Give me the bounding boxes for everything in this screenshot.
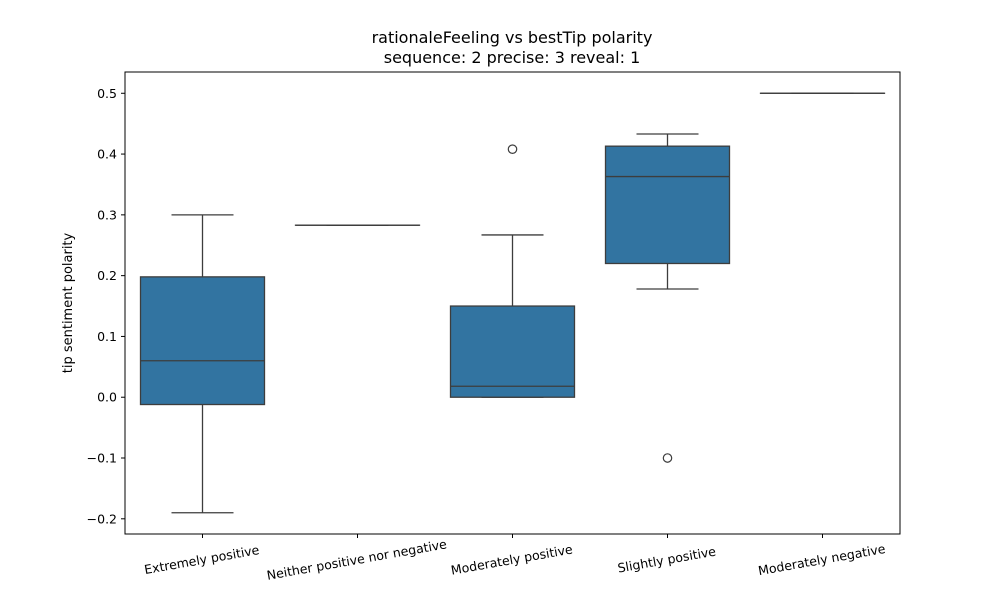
- box-body: [449, 305, 576, 398]
- box-body: [139, 276, 266, 406]
- x-tick-label: Neither positive nor negative: [266, 536, 449, 583]
- y-axis: −0.2 −0.1 0.0 0.1 0.2 0.3 0.4 0.5: [87, 86, 125, 526]
- x-tick-label: Moderately negative: [757, 541, 887, 578]
- plot-area: [139, 92, 886, 514]
- x-tick-label: Extremely positive: [143, 542, 261, 577]
- y-axis-label: tip sentiment polarity: [61, 232, 76, 373]
- box-3: [604, 133, 731, 463]
- box-0: [139, 214, 266, 514]
- box-2: [449, 144, 576, 398]
- y-tick-label: 0.2: [97, 268, 117, 283]
- x-axis: Extremely positive Neither positive nor n…: [143, 534, 887, 583]
- chart-subtitle: sequence: 2 precise: 3 reveal: 1: [384, 48, 641, 67]
- y-tick-label: 0.4: [97, 147, 117, 162]
- y-tick-label: 0.5: [97, 86, 117, 101]
- y-tick-label: 0.1: [97, 329, 117, 344]
- outlier-point: [507, 144, 518, 155]
- y-tick-label: −0.1: [87, 451, 117, 466]
- chart-title: rationaleFeeling vs bestTip polarity: [372, 28, 653, 47]
- y-tick-label: −0.2: [87, 511, 117, 526]
- y-tick-label: 0.3: [97, 207, 117, 222]
- outlier-point: [662, 453, 673, 463]
- x-tick-label: Moderately positive: [450, 541, 574, 577]
- y-tick-label: 0.0: [97, 390, 117, 405]
- box-body: [604, 145, 731, 265]
- x-tick-label: Slightly positive: [616, 543, 717, 575]
